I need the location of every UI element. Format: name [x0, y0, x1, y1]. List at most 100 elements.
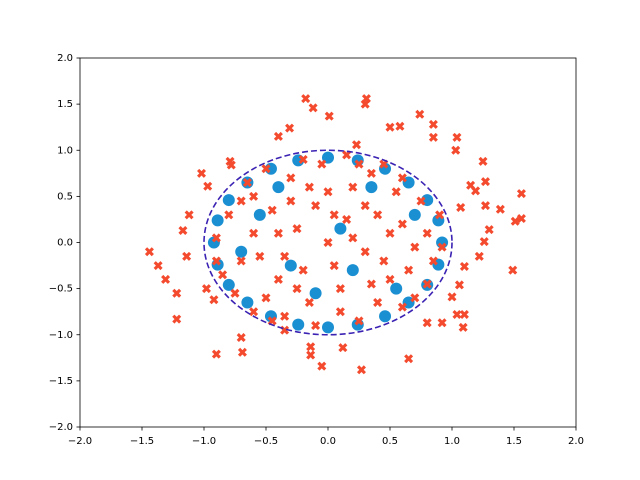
point: [285, 123, 295, 133]
point: [459, 261, 469, 271]
point: [354, 316, 364, 326]
point: [242, 178, 252, 188]
x-tick-label: 0.5: [382, 436, 398, 447]
point: [237, 347, 247, 357]
point: [178, 226, 188, 236]
point: [478, 156, 488, 166]
point: [230, 288, 240, 298]
point: [516, 189, 526, 199]
point: [153, 261, 163, 271]
point: [329, 261, 339, 271]
point: [385, 122, 395, 132]
point: [211, 256, 221, 266]
x-tick-label: −0.5: [254, 436, 278, 447]
y-tick-label: −1.0: [49, 330, 73, 341]
point: [249, 307, 259, 317]
point: [197, 168, 207, 178]
point: [338, 343, 348, 353]
point: [222, 278, 235, 291]
point: [235, 245, 248, 258]
point: [422, 228, 432, 238]
point: [309, 287, 322, 300]
point: [218, 270, 228, 280]
point: [203, 181, 213, 191]
point: [172, 288, 182, 298]
point: [261, 164, 271, 174]
point: [416, 196, 426, 206]
point: [286, 196, 296, 206]
x-tick-label: −1.0: [192, 436, 216, 447]
x-tick-label: 1.0: [444, 436, 460, 447]
point: [356, 365, 366, 375]
point: [385, 274, 395, 284]
point: [324, 111, 334, 121]
point: [422, 318, 432, 328]
point: [322, 321, 334, 334]
point: [479, 237, 489, 247]
unit-circle: [203, 149, 453, 336]
point: [273, 131, 283, 141]
point: [391, 187, 401, 197]
point: [365, 181, 378, 194]
point: [437, 318, 447, 328]
point: [415, 109, 425, 119]
point: [366, 279, 376, 289]
point: [348, 182, 358, 192]
point: [422, 279, 432, 289]
point: [360, 201, 370, 211]
point: [211, 349, 221, 359]
point: [292, 284, 302, 294]
point: [184, 210, 194, 220]
point: [466, 180, 476, 190]
point: [317, 159, 327, 169]
point: [404, 354, 414, 364]
point: [404, 265, 414, 275]
point: [298, 265, 308, 275]
point: [397, 302, 407, 312]
point: [284, 259, 297, 272]
x-tick-label: 1.5: [506, 436, 522, 447]
point: [298, 154, 308, 164]
point: [267, 205, 277, 215]
point: [408, 208, 421, 221]
point: [236, 333, 246, 343]
point: [342, 214, 352, 224]
point: [410, 293, 420, 303]
point: [335, 307, 345, 317]
point: [480, 177, 490, 187]
point: [253, 208, 266, 221]
point: [301, 94, 311, 104]
point: [292, 224, 302, 234]
point: [311, 201, 321, 211]
point: [456, 202, 466, 212]
point: [452, 309, 462, 319]
y-tick-label: 1.0: [57, 145, 73, 156]
point: [209, 295, 219, 305]
point: [428, 256, 438, 266]
point: [373, 297, 383, 307]
point: [348, 233, 358, 243]
point: [379, 256, 389, 266]
point: [255, 251, 265, 261]
point: [211, 233, 221, 243]
point: [261, 293, 271, 303]
point: [410, 242, 420, 252]
x-tick-label: 2.0: [568, 436, 584, 447]
y-tick-label: 1.5: [57, 99, 73, 110]
y-tick-label: 2.0: [57, 53, 73, 64]
point: [306, 350, 316, 360]
point: [236, 256, 246, 266]
point: [352, 140, 362, 150]
point: [435, 210, 445, 220]
point: [451, 145, 461, 155]
point: [459, 309, 469, 319]
point: [236, 196, 246, 206]
point: [484, 225, 494, 235]
point: [474, 251, 484, 261]
point: [304, 297, 314, 307]
point: [273, 274, 283, 284]
point: [161, 274, 171, 284]
point: [360, 247, 370, 257]
y-tick-label: 0.0: [57, 238, 73, 249]
